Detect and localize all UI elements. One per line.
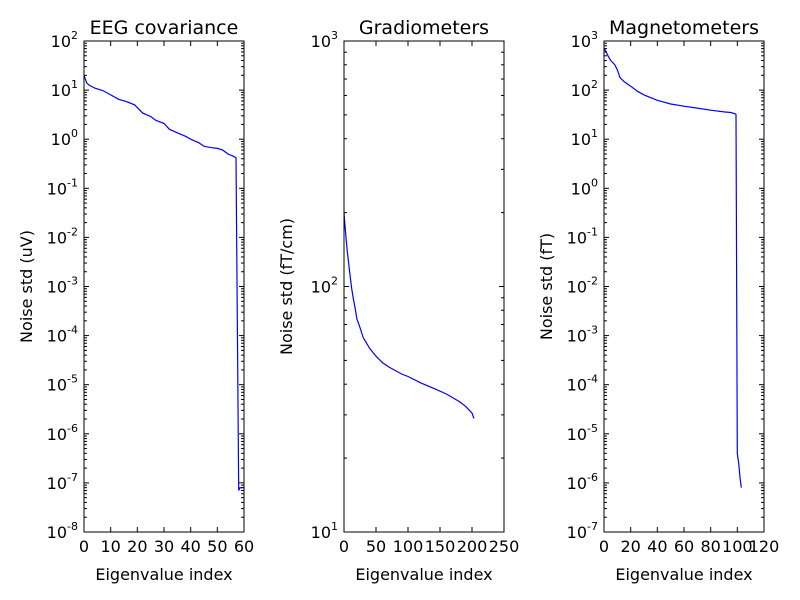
x-tick-label: 40	[647, 537, 667, 556]
x-tick-label: 60	[234, 537, 254, 556]
x-tick-label: 0	[339, 537, 349, 556]
x-tick-label: 80	[700, 537, 720, 556]
x-tick-label: 60	[674, 537, 694, 556]
y-tick-label: 10-2	[47, 225, 78, 247]
y-axis-label: Noise std (uV)	[17, 230, 36, 343]
y-tick-label: 10-6	[47, 422, 78, 444]
series-line	[83, 75, 244, 491]
x-tick-label: 10	[100, 537, 120, 556]
y-tick-label: 10-6	[567, 471, 598, 493]
subplot-gradiometers: Gradiometers 0 50 100 150 200 250 101 102 103 Eige…	[277, 17, 519, 584]
x-tick-label: 20	[127, 537, 147, 556]
y-tick-label: 10-4	[47, 324, 78, 346]
y-axis-label: Noise std (fT)	[537, 233, 556, 340]
x-tick-label: 100	[393, 537, 424, 556]
y-tick-label: 103	[311, 29, 338, 51]
y-tick-label: 101	[51, 78, 78, 100]
y-tick-label: 101	[571, 127, 598, 149]
plot-frame	[343, 40, 505, 533]
chart-title: Gradiometers	[359, 17, 489, 39]
y-tick-label: 10-3	[567, 324, 598, 346]
x-tick-label: 50	[207, 537, 227, 556]
x-axis-label: Eigenvalue index	[95, 565, 232, 584]
x-tick-label: 20	[620, 537, 640, 556]
y-axis-label: Noise std (fT/cm)	[277, 218, 296, 355]
x-tick-label: 50	[366, 537, 386, 556]
y-tick-label: 10-8	[47, 520, 78, 542]
y-tick-label: 101	[311, 520, 338, 542]
x-tick-label: 40	[180, 537, 200, 556]
y-tick-label: 103	[571, 29, 598, 51]
x-tick-label: 120	[749, 537, 780, 556]
series-line	[343, 212, 475, 419]
y-tick-label: 10-7	[567, 520, 598, 542]
x-tick-label: 0	[79, 537, 89, 556]
y-tick-label: 10-1	[47, 176, 78, 198]
x-tick-label: 200	[457, 537, 488, 556]
subplot-eeg: EEG covariance 0 10 20 30 40 50 60 10-8 10-7 10-6 1…	[17, 17, 254, 584]
chart-title: EEG covariance	[90, 17, 239, 39]
x-tick-label: 250	[489, 537, 520, 556]
y-tick-label: 10-7	[47, 471, 78, 493]
plot-frame	[603, 40, 765, 533]
y-tick-label: 100	[51, 127, 78, 149]
chart-title: Magnetometers	[609, 17, 759, 39]
y-tick-label: 10-1	[567, 225, 598, 247]
x-tick-label: 150	[425, 537, 456, 556]
series-line	[603, 48, 742, 488]
y-tick-label: 102	[571, 78, 598, 100]
x-axis-label: Eigenvalue index	[615, 565, 752, 584]
x-tick-label: 100	[722, 537, 753, 556]
x-tick-label: 0	[599, 537, 609, 556]
y-tick-label: 10-4	[567, 373, 598, 395]
y-tick-label: 10-3	[47, 275, 78, 297]
plot-frame	[83, 40, 245, 533]
y-tick-label: 10-2	[567, 275, 598, 297]
y-tick-label: 100	[571, 176, 598, 198]
y-tick-label: 10-5	[47, 373, 78, 395]
x-tick-label: 30	[154, 537, 174, 556]
y-tick-label: 102	[311, 275, 338, 297]
y-tick-label: 102	[51, 29, 78, 51]
x-axis-label: Eigenvalue index	[355, 565, 492, 584]
y-tick-label: 10-5	[567, 422, 598, 444]
